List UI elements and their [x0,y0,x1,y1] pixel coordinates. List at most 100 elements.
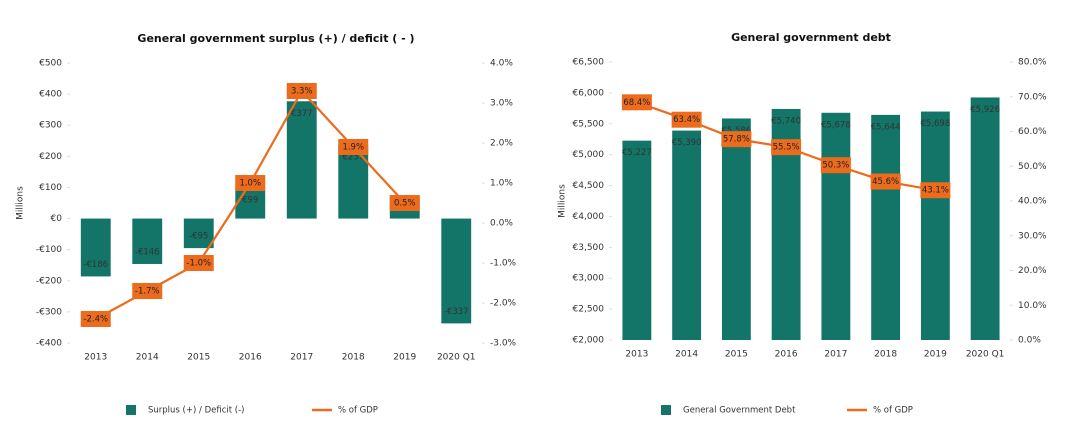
x-tick-label: 2017 [824,350,847,360]
y-tick-label: -€400 [36,339,62,349]
line-value-label: 0.5% [394,199,416,209]
y2-tick-label: 4.0% [490,59,513,69]
legend-label: General Government Debt [683,406,796,416]
x-tick-label: 2014 [675,350,698,360]
bar-value-label: -€186 [83,260,108,270]
y2-tick-label: 60.0% [1018,127,1047,137]
line-label-box [235,175,266,191]
line-label-box [721,131,752,148]
x-tick-label: 2014 [136,353,159,363]
y2-tick-label: -1.0% [490,259,517,269]
line-label-box [820,157,851,174]
bar-value-label: €377 [291,109,313,119]
bar [721,118,751,340]
bar-value-label: €5,227 [622,148,652,158]
y-tick-label: €0 [51,214,63,224]
x-tick-label: 2018 [342,353,365,363]
bar-value-label: €5,644 [871,122,901,132]
y2-tick-label: 2.0% [490,139,513,149]
bar-value-label: -€337 [444,307,469,317]
bar-value-label: €5,740 [771,116,801,126]
bar-value-label: €5,678 [821,120,851,130]
x-tick-label: 2020 Q1 [966,350,1005,360]
x-tick-label: 2019 [924,350,947,360]
legend-label: % of GDP [338,406,378,416]
line-label-box [621,94,652,111]
y2-tick-label: 80.0% [1018,58,1047,68]
legend-swatch [126,405,136,415]
line-value-label: 50.3% [822,161,849,171]
y-tick-label: €5,500 [573,119,605,129]
legend-swatch [661,405,671,415]
y2-tick-label: 0.0% [490,219,513,229]
y-axis-label: Millions [558,184,568,218]
bar [821,112,851,340]
x-tick-label: 2013 [625,350,648,360]
bar [183,218,214,249]
y2-tick-label: 0.0% [1018,336,1041,346]
y2-tick-label: 3.0% [490,99,513,109]
line-value-label: 68.4% [623,98,650,108]
bar-value-label: €5,586 [722,126,752,136]
y-tick-label: €3,500 [573,243,605,253]
line-label-box [671,111,702,128]
y-tick-label: -€200 [36,276,62,286]
x-tick-label: 2020 Q1 [437,353,476,363]
line-value-label: -1.0% [186,259,211,269]
x-tick-label: 2019 [393,353,416,363]
x-tick-label: 2015 [725,350,748,360]
legend-label: % of GDP [873,406,913,416]
line-value-label: 45.6% [872,177,899,187]
y2-tick-label: 70.0% [1018,92,1047,102]
bar [871,114,901,340]
line-value-label: 57.8% [723,135,750,145]
line-label-box [80,311,111,327]
legend-label: Surplus (+) / Deficit (-) [148,406,244,416]
bar-value-label: €237 [342,152,364,162]
y-tick-label: €300 [39,121,62,131]
y2-tick-label: -2.0% [490,299,517,309]
y2-tick-label: 10.0% [1018,301,1047,311]
bar-value-label: €99 [242,195,258,205]
y-tick-label: €3,000 [573,274,605,284]
chart-title: General government surplus (+) / deficit… [137,32,414,45]
line-value-label: 3.3% [291,87,313,97]
bar-value-label: €5,698 [921,119,951,129]
line-value-label: -2.4% [83,315,108,325]
y-axis-label: Millions [16,186,26,220]
bar-value-label: €5,390 [672,138,702,148]
y-tick-label: €6,500 [573,58,605,68]
x-tick-label: 2016 [775,350,798,360]
line-label-box [771,139,802,156]
bar-value-label: €5,926 [970,105,1000,115]
y2-tick-label: 50.0% [1018,162,1047,172]
x-tick-label: 2017 [290,353,313,363]
y-tick-label: €500 [39,59,62,69]
y2-tick-label: 30.0% [1018,231,1047,241]
line-label-box [338,139,369,155]
line-label-box [389,195,420,211]
y2-tick-label: 40.0% [1018,197,1047,207]
bar-value-label: -€95 [189,232,208,242]
x-tick-label: 2018 [874,350,897,360]
y-tick-label: -€300 [36,307,62,317]
y-tick-label: -€100 [36,245,62,255]
y-tick-label: €400 [39,90,62,100]
line-label-box [286,83,317,99]
y-tick-label: €2,500 [573,305,605,315]
bar [920,111,950,340]
y-tick-label: €2,000 [573,336,605,346]
y-tick-label: €200 [39,152,62,162]
line-value-label: 43.1% [922,186,949,196]
y2-tick-label: 1.0% [490,179,513,189]
bar-value-label: -€146 [135,247,160,257]
line-label-box [920,182,951,199]
bar [80,218,111,277]
bar [970,97,1000,340]
bar [622,140,652,340]
line-label-box [132,283,163,299]
bar [672,130,702,340]
x-tick-label: 2016 [239,353,262,363]
y-tick-label: €100 [39,183,62,193]
